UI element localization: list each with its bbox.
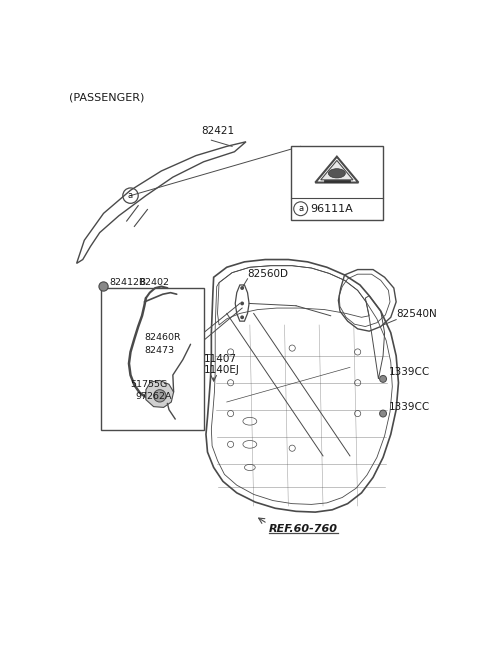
Text: 51755G: 51755G [131,380,168,388]
Circle shape [240,301,244,305]
Polygon shape [146,381,174,407]
Polygon shape [321,160,353,180]
Circle shape [240,315,244,319]
Text: 96111A: 96111A [311,204,353,214]
Text: 82412B: 82412B [109,278,145,287]
Text: 97262A: 97262A [135,392,172,401]
Text: a: a [298,204,303,214]
Text: 1339CC: 1339CC [388,402,430,412]
Text: 82560D: 82560D [248,269,288,279]
Text: 82540N: 82540N [396,309,437,319]
Text: (PASSENGER): (PASSENGER) [69,92,144,102]
Text: 82421: 82421 [201,126,234,136]
Text: 82460R: 82460R [144,333,181,343]
Circle shape [240,286,244,290]
Text: 11407: 11407 [204,354,237,364]
Text: REF.60-760: REF.60-760 [269,523,338,534]
Bar [101,288,204,430]
Circle shape [99,282,108,291]
Bar [291,146,383,219]
Text: a: a [128,191,133,200]
Circle shape [380,375,386,383]
Ellipse shape [328,169,345,178]
Circle shape [380,410,386,417]
Text: 1140EJ: 1140EJ [204,365,240,375]
Text: 1339CC: 1339CC [388,367,430,377]
Text: 82402: 82402 [140,278,170,287]
Text: 82473: 82473 [144,346,175,355]
Circle shape [154,390,166,402]
